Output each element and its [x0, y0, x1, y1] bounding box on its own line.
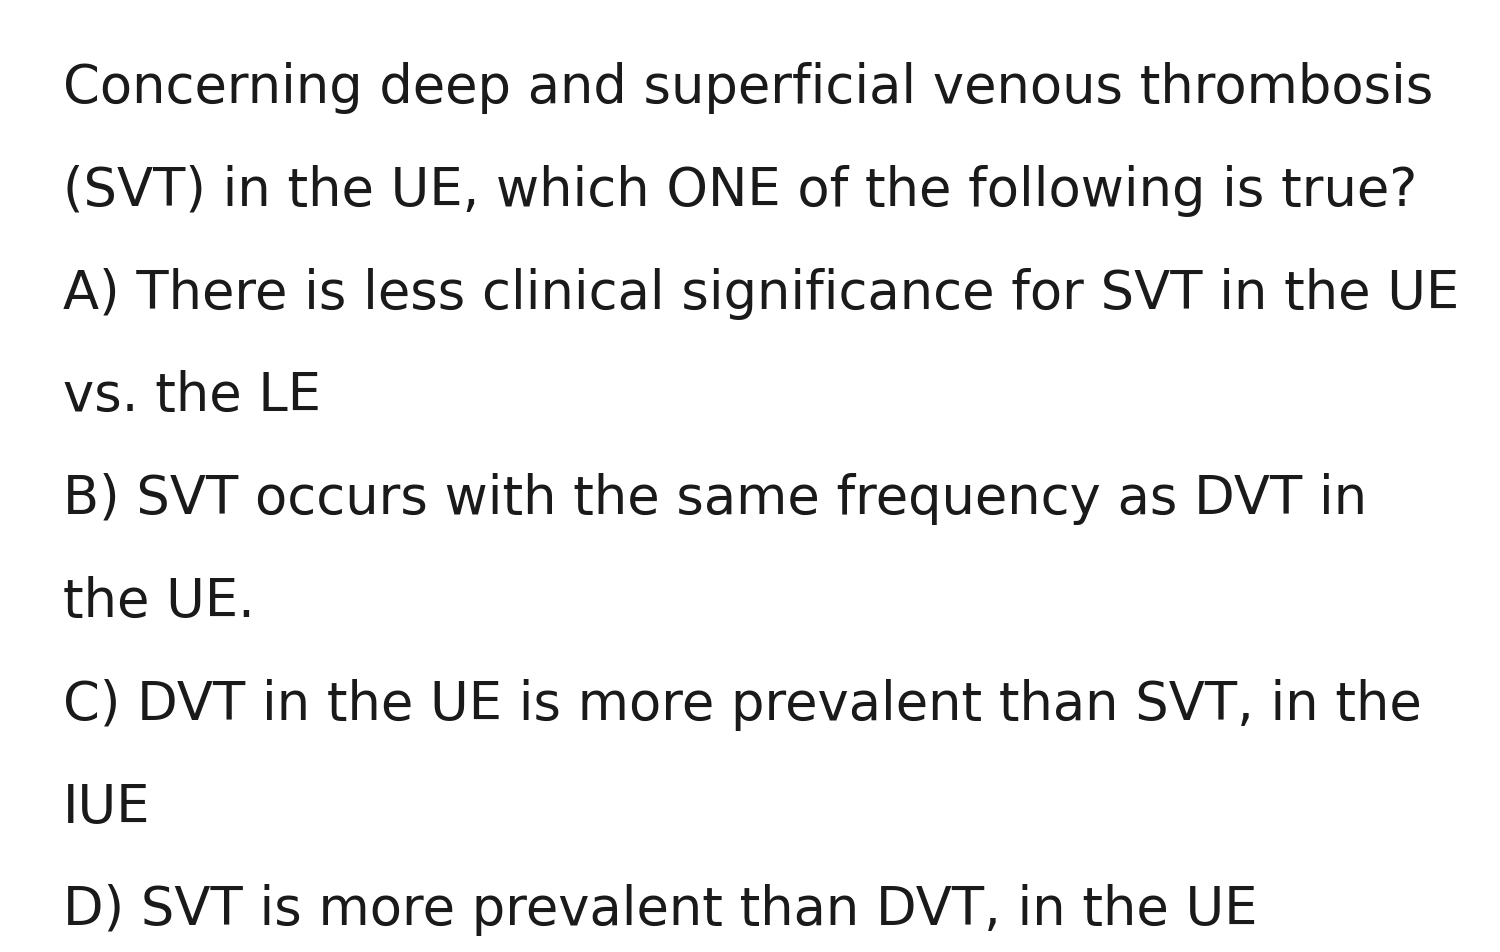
- Text: (SVT) in the UE, which ONE of the following is true?: (SVT) in the UE, which ONE of the follow…: [63, 165, 1417, 217]
- Text: C) DVT in the UE is more prevalent than SVT, in the: C) DVT in the UE is more prevalent than …: [63, 679, 1422, 731]
- Text: D) SVT is more prevalent than DVT, in the UE: D) SVT is more prevalent than DVT, in th…: [63, 884, 1257, 937]
- Text: B) SVT occurs with the same frequency as DVT in: B) SVT occurs with the same frequency as…: [63, 473, 1366, 526]
- Text: A) There is less clinical significance for SVT in the UE: A) There is less clinical significance f…: [63, 268, 1460, 320]
- Text: vs. the LE: vs. the LE: [63, 370, 321, 423]
- Text: the UE.: the UE.: [63, 576, 255, 628]
- Text: Concerning deep and superficial venous thrombosis: Concerning deep and superficial venous t…: [63, 62, 1434, 114]
- Text: IUE: IUE: [63, 782, 150, 834]
